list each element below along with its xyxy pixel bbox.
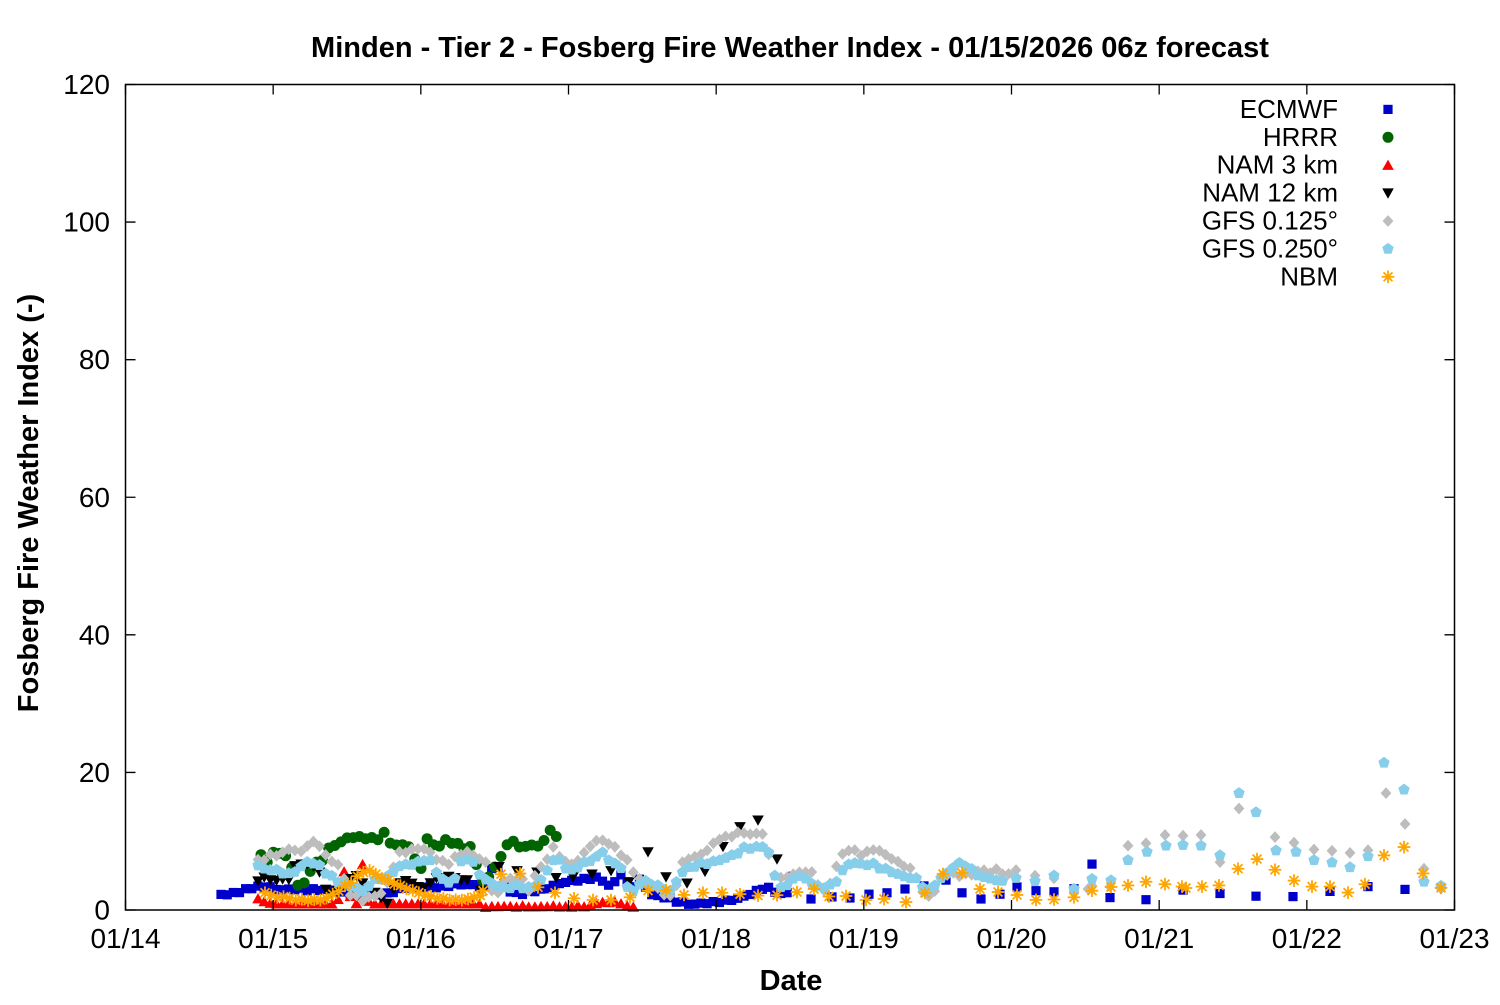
- svg-text:GFS 0.250°: GFS 0.250°: [1202, 233, 1338, 263]
- svg-text:01/14: 01/14: [90, 923, 160, 954]
- svg-text:120: 120: [63, 69, 110, 100]
- svg-text:ECMWF: ECMWF: [1240, 94, 1338, 124]
- svg-text:100: 100: [63, 207, 110, 238]
- svg-text:GFS 0.125°: GFS 0.125°: [1202, 206, 1338, 236]
- svg-text:Fosberg Fire Weather Index (-): Fosberg Fire Weather Index (-): [13, 294, 45, 712]
- svg-text:01/18: 01/18: [681, 923, 751, 954]
- svg-text:NBM: NBM: [1280, 261, 1338, 291]
- svg-text:01/16: 01/16: [386, 923, 456, 954]
- svg-text:NAM 3 km: NAM 3 km: [1217, 150, 1338, 180]
- svg-text:HRRR: HRRR: [1263, 122, 1338, 152]
- svg-text:NAM 12 km: NAM 12 km: [1202, 178, 1338, 208]
- svg-text:01/20: 01/20: [976, 923, 1046, 954]
- svg-text:Minden - Tier 2 - Fosberg Fire: Minden - Tier 2 - Fosberg Fire Weather I…: [311, 32, 1269, 64]
- svg-text:01/21: 01/21: [1124, 923, 1194, 954]
- svg-text:80: 80: [79, 344, 110, 375]
- svg-text:0: 0: [94, 895, 110, 926]
- svg-text:Date: Date: [760, 965, 823, 997]
- svg-text:01/23: 01/23: [1419, 923, 1489, 954]
- svg-text:01/15: 01/15: [238, 923, 308, 954]
- svg-text:60: 60: [79, 482, 110, 513]
- svg-text:01/22: 01/22: [1272, 923, 1342, 954]
- svg-text:40: 40: [79, 619, 110, 650]
- svg-text:01/17: 01/17: [533, 923, 603, 954]
- svg-text:20: 20: [79, 757, 110, 788]
- svg-text:01/19: 01/19: [829, 923, 899, 954]
